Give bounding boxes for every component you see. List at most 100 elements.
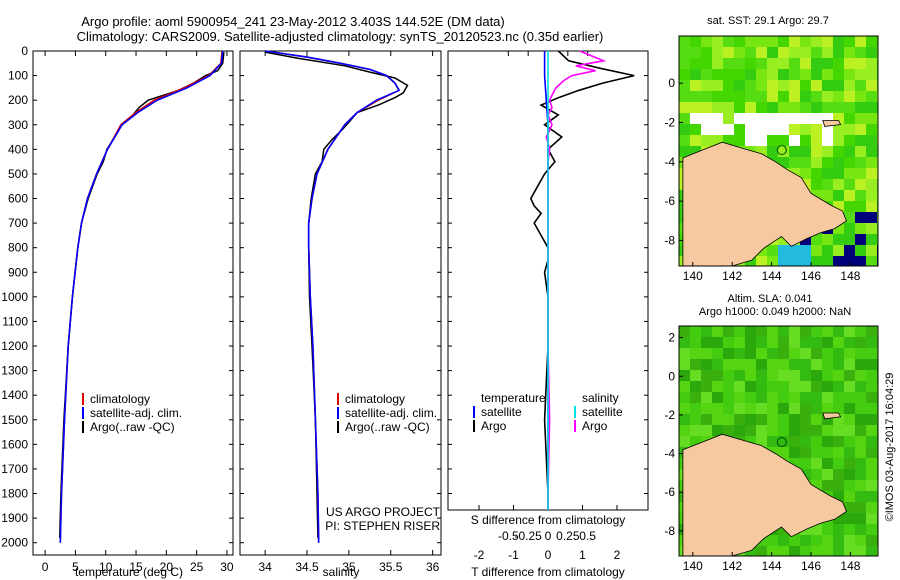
map-cell bbox=[734, 370, 745, 381]
map-cell bbox=[855, 425, 866, 436]
map-y-tick-label: 2 bbox=[668, 331, 675, 345]
map-cell bbox=[767, 546, 778, 556]
map-cell bbox=[844, 168, 855, 179]
map-cell bbox=[844, 403, 855, 414]
map-cell bbox=[866, 535, 877, 546]
map-cell bbox=[855, 535, 866, 546]
map-cell bbox=[756, 113, 767, 124]
map-cell bbox=[767, 91, 778, 102]
map-cell bbox=[877, 135, 878, 146]
map-cell bbox=[833, 256, 844, 266]
map-cell bbox=[778, 157, 789, 168]
map-cell bbox=[800, 168, 811, 179]
map-cell bbox=[756, 256, 767, 266]
map-cell bbox=[855, 223, 866, 234]
map-cell bbox=[756, 381, 767, 392]
map-cell bbox=[811, 234, 822, 245]
map-cell bbox=[844, 458, 855, 469]
map-cell bbox=[756, 425, 767, 436]
y-tick-label: 500 bbox=[8, 167, 28, 181]
map-cell bbox=[756, 146, 767, 157]
map-cell bbox=[767, 425, 778, 436]
x-tick-label-t: -2 bbox=[474, 548, 485, 562]
y-tick-label: 1400 bbox=[1, 388, 28, 402]
map-cell bbox=[789, 458, 800, 469]
map-cell bbox=[833, 348, 844, 359]
map-cell bbox=[712, 326, 723, 337]
map-cell bbox=[679, 80, 690, 91]
map-cell bbox=[679, 102, 690, 113]
map-cell bbox=[723, 124, 734, 135]
x-tick-label-s: -0.5 bbox=[498, 529, 519, 543]
map-cell bbox=[789, 425, 800, 436]
map-cell bbox=[866, 403, 877, 414]
map-cell bbox=[844, 190, 855, 201]
map-cell bbox=[877, 47, 878, 58]
map-cell bbox=[866, 223, 877, 234]
legend-title-temperature: temperature bbox=[481, 391, 546, 405]
map-cell bbox=[767, 337, 778, 348]
map-cell bbox=[690, 392, 701, 403]
y-tick-label: 600 bbox=[8, 192, 28, 206]
map-cell bbox=[822, 36, 833, 47]
map-cell bbox=[844, 80, 855, 91]
map-cell bbox=[833, 124, 844, 135]
map-cell bbox=[822, 80, 833, 91]
map-cell bbox=[811, 157, 822, 168]
map-cell bbox=[679, 69, 690, 80]
map-cell bbox=[866, 190, 877, 201]
legend-label-s-argo: Argo bbox=[582, 419, 608, 433]
map-cell bbox=[833, 326, 844, 337]
map-cell bbox=[701, 91, 712, 102]
x-tick-label: 10 bbox=[99, 560, 113, 574]
map-cell bbox=[723, 91, 734, 102]
map-cell bbox=[833, 491, 844, 502]
map-cell bbox=[877, 36, 878, 47]
map-cell bbox=[723, 102, 734, 113]
map-cell bbox=[734, 113, 745, 124]
map-cell bbox=[679, 370, 690, 381]
map-cell bbox=[833, 146, 844, 157]
title-line-1: Argo profile: aoml 5900954_241 23-May-20… bbox=[81, 14, 505, 29]
map-cell bbox=[877, 348, 878, 359]
x-tick-label: 34 bbox=[258, 560, 272, 574]
map-cell bbox=[866, 245, 877, 256]
map-cell bbox=[833, 370, 844, 381]
map-cell bbox=[800, 359, 811, 370]
map-cell bbox=[866, 502, 877, 513]
map-cell bbox=[855, 124, 866, 135]
map-cell bbox=[723, 58, 734, 69]
map-cell bbox=[767, 326, 778, 337]
map-cell bbox=[822, 458, 833, 469]
map-cell bbox=[712, 80, 723, 91]
map-cell bbox=[855, 36, 866, 47]
map-cell bbox=[701, 392, 712, 403]
map-cell bbox=[822, 124, 833, 135]
y-tick-label: 900 bbox=[8, 265, 28, 279]
map-cell bbox=[866, 69, 877, 80]
map-cell bbox=[800, 469, 811, 480]
map-cell bbox=[690, 337, 701, 348]
legend-label-satellite: satellite-adj. clim. bbox=[90, 406, 182, 420]
map-cell bbox=[866, 36, 877, 47]
map-cell bbox=[690, 326, 701, 337]
map-cell bbox=[745, 91, 756, 102]
map-cell bbox=[778, 256, 789, 266]
map-cell bbox=[877, 146, 878, 157]
map-cell bbox=[833, 91, 844, 102]
map-cell bbox=[767, 102, 778, 113]
map-cell bbox=[767, 135, 778, 146]
map-cell bbox=[690, 91, 701, 102]
map-cell bbox=[745, 337, 756, 348]
map-cell bbox=[789, 36, 800, 47]
map-cell bbox=[833, 234, 844, 245]
map-cell bbox=[701, 370, 712, 381]
map-cell bbox=[789, 124, 800, 135]
map-cell bbox=[734, 381, 745, 392]
x-tick-label: 25 bbox=[190, 560, 204, 574]
map-cell bbox=[679, 414, 690, 425]
map-field bbox=[679, 36, 878, 266]
map-cell bbox=[833, 392, 844, 403]
y-tick-label: 1300 bbox=[1, 364, 28, 378]
